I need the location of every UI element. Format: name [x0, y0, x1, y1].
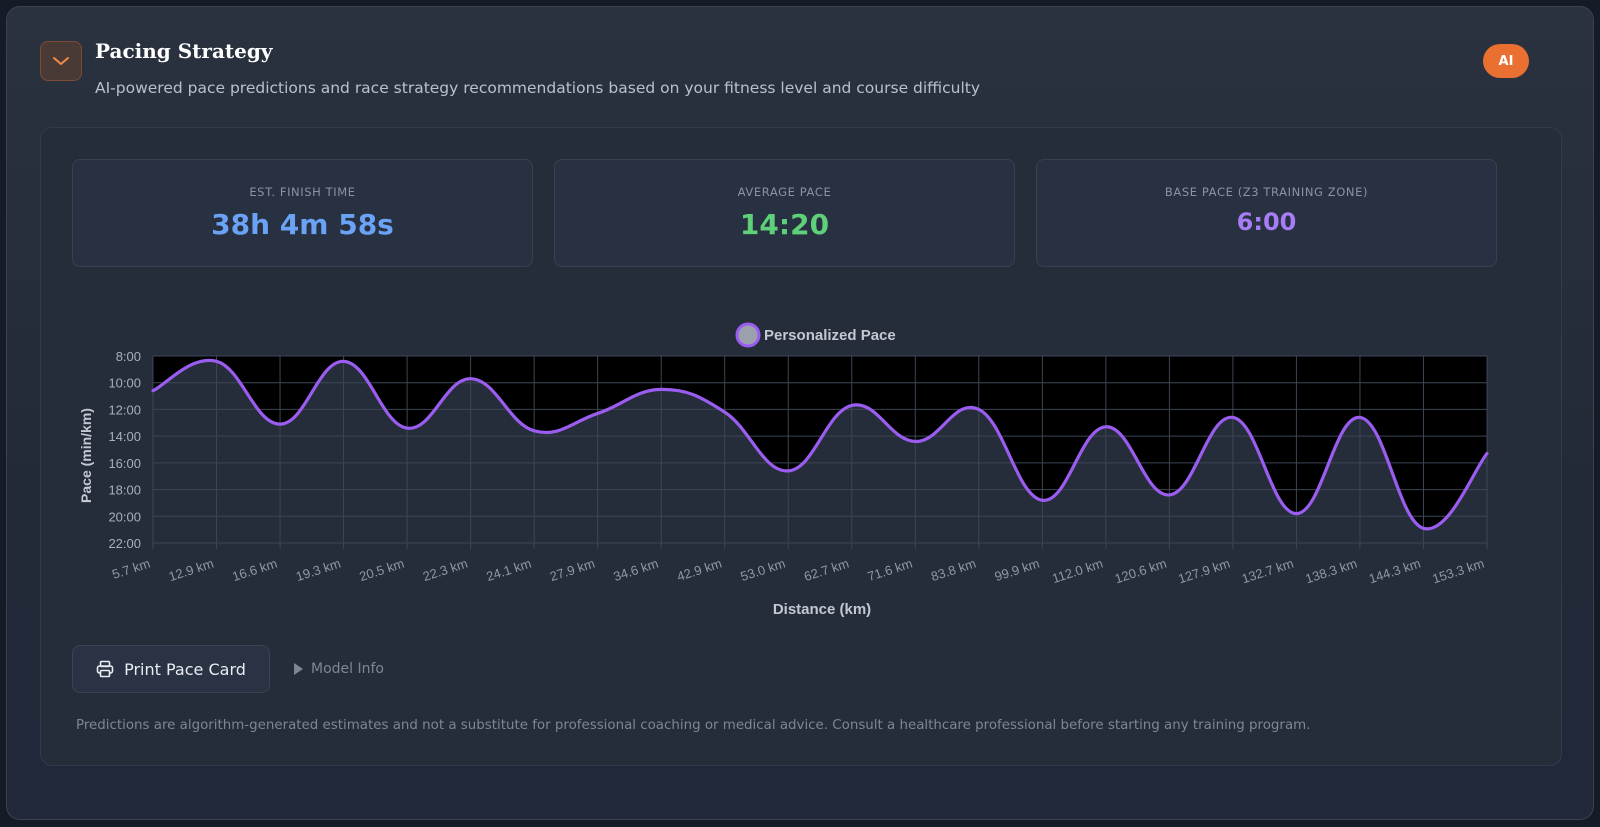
model-info-label: Model Info [311, 661, 384, 677]
pace-chart-svg: 8:00 10:00 12:00 14:00 16:00 18:00 20:00 22:00 5… [78, 322, 1489, 618]
x-tick-label: 138.3 km [1303, 556, 1359, 587]
x-tick-label: 120.6 km [1113, 556, 1169, 587]
y-tick-label: 12:00 [108, 402, 141, 417]
x-tick-label: 53.0 km [739, 556, 788, 585]
model-info-toggle[interactable]: Model Info [293, 661, 384, 677]
y-tick-label: 22:00 [108, 536, 141, 551]
stat-value: 14:20 [739, 208, 830, 241]
pace-series-line [151, 358, 1489, 531]
x-tick-label: 22.3 km [421, 556, 470, 585]
legend-label: Personalized Pace [764, 327, 896, 344]
y-tick-label: 10:00 [108, 376, 141, 391]
pacing-strategy-panel: Pacing Strategy AI-powered pace predicti… [6, 6, 1594, 820]
x-tick-label: 127.9 km [1176, 556, 1232, 587]
x-tick-label: 42.9 km [675, 556, 724, 585]
stat-value: 38h 4m 58s [211, 208, 394, 241]
chevron-down-icon [53, 57, 69, 65]
x-tick-label: 71.6 km [866, 556, 915, 585]
print-button-label: Print Pace Card [124, 659, 246, 679]
y-tick-label: 8:00 [116, 349, 141, 364]
y-axis-title: Pace (min/km) [78, 408, 94, 503]
y-tick-label: 16:00 [108, 456, 141, 471]
y-tick-label: 18:00 [108, 483, 141, 498]
stat-card-finish-time: EST. FINISH TIME 38h 4m 58s [72, 159, 533, 267]
x-tick-label: 62.7 km [802, 556, 851, 585]
page-title: Pacing Strategy [95, 39, 273, 63]
printer-icon [96, 660, 114, 678]
legend-marker [735, 322, 761, 348]
stat-label: BASE PACE (Z3 TRAINING ZONE) [1164, 185, 1369, 199]
stat-label: EST. FINISH TIME [249, 185, 356, 199]
x-tick-label: 132.7 km [1240, 556, 1296, 587]
y-tick-label: 14:00 [108, 429, 141, 444]
ai-badge: AI [1483, 44, 1529, 78]
x-axis-title: Distance (km) [773, 601, 871, 618]
x-tick-label: 112.0 km [1050, 556, 1105, 586]
stat-label: AVERAGE PACE [737, 185, 832, 199]
x-tick-label: 12.9 km [167, 556, 216, 585]
stat-value: 6:00 [1236, 208, 1297, 236]
x-tick-label: 20.5 km [357, 556, 406, 585]
stat-card-base-pace: BASE PACE (Z3 TRAINING ZONE) 6:00 [1036, 159, 1497, 267]
x-tick-label: 16.6 km [230, 556, 279, 585]
print-pace-card-button[interactable]: Print Pace Card [72, 645, 270, 693]
x-tick-label: 83.8 km [929, 556, 978, 585]
x-tick-label: 144.3 km [1367, 556, 1423, 587]
x-tick-label: 5.7 km [110, 556, 152, 582]
disclaimer: Predictions are algorithm-generated esti… [76, 718, 1311, 733]
pacing-content: EST. FINISH TIME 38h 4m 58s AVERAGE PACE… [40, 127, 1562, 766]
x-tick-label: 19.3 km [294, 556, 343, 585]
x-tick-label: 27.9 km [548, 556, 597, 585]
stat-card-average-pace: AVERAGE PACE 14:20 [554, 159, 1015, 267]
triangle-right-icon [294, 663, 303, 675]
x-tick-label: 153.3 km [1430, 556, 1486, 587]
x-tick-label: 99.9 km [993, 556, 1042, 585]
x-tick-label: 34.6 km [611, 556, 660, 585]
page-subtitle: AI-powered pace predictions and race str… [95, 79, 981, 97]
pace-chart: 8:00 10:00 12:00 14:00 16:00 18:00 20:00 22:00 5… [75, 313, 1535, 633]
y-tick-label: 20:00 [108, 509, 141, 524]
x-tick-label: 24.1 km [484, 556, 533, 585]
collapse-button[interactable] [40, 41, 82, 81]
